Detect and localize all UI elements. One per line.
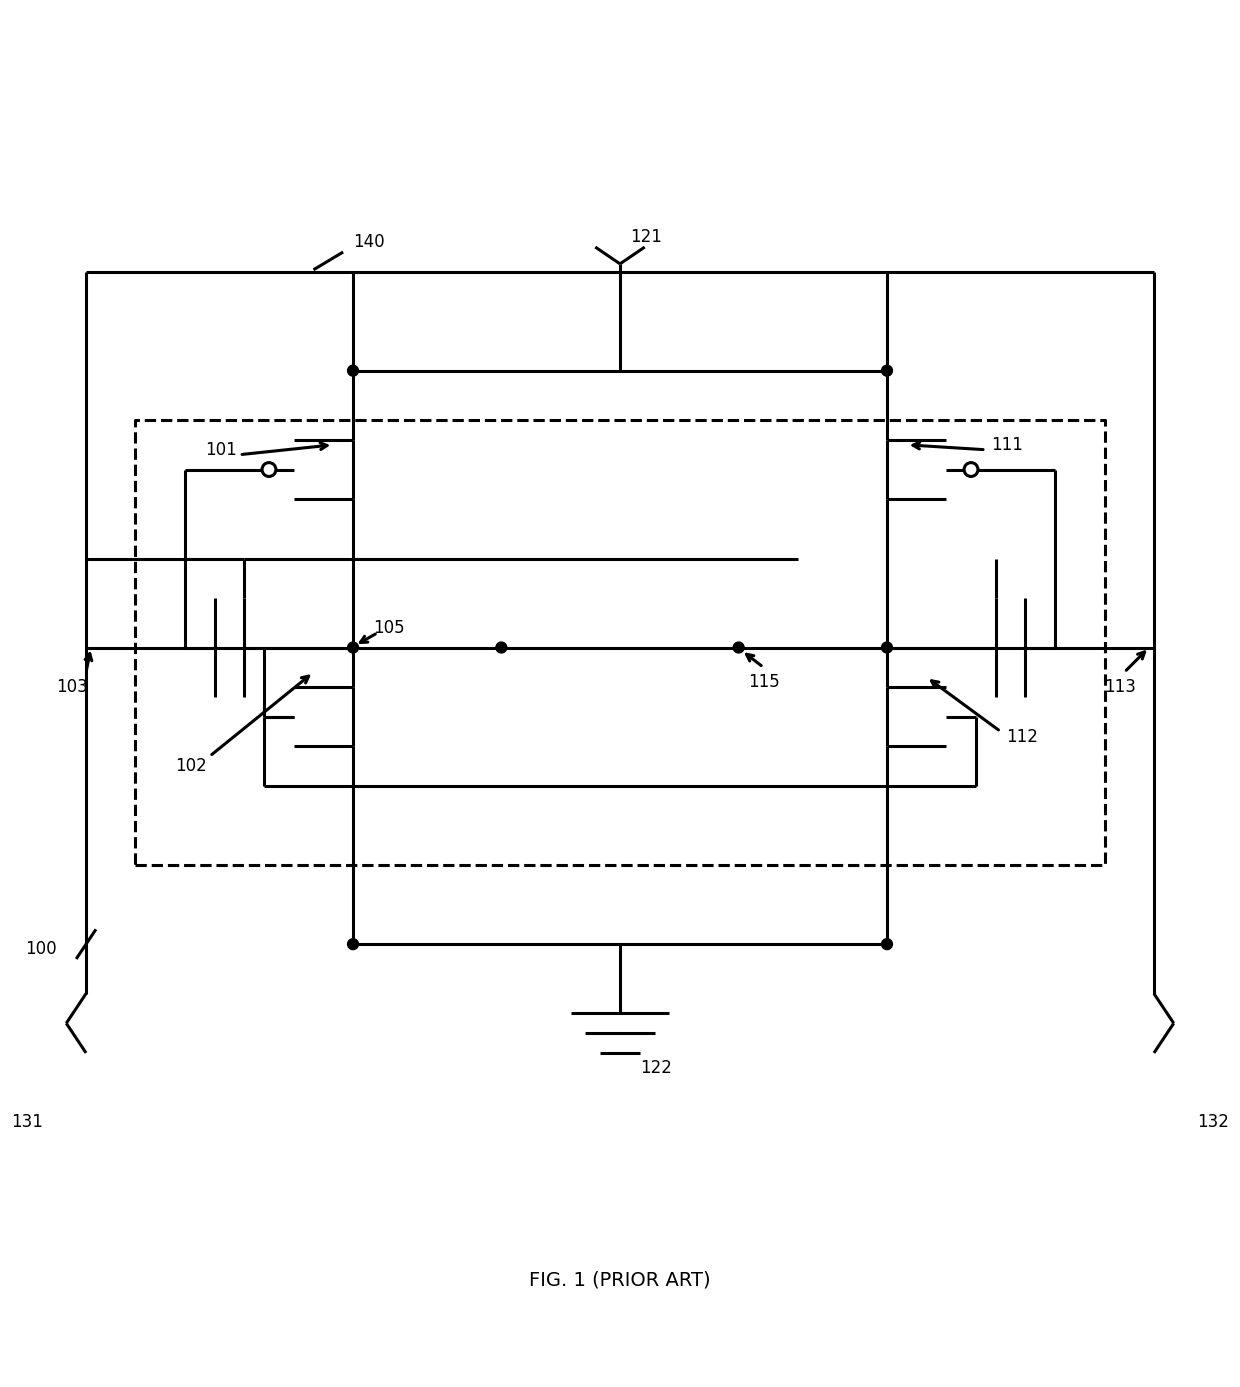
Text: 115: 115	[749, 673, 780, 691]
Text: 101: 101	[205, 441, 237, 459]
Text: 121: 121	[630, 229, 662, 245]
Text: 113: 113	[1105, 678, 1136, 696]
Circle shape	[496, 642, 507, 653]
Text: 102: 102	[175, 757, 207, 775]
Text: 132: 132	[1198, 1114, 1229, 1132]
Text: 122: 122	[640, 1058, 672, 1076]
Circle shape	[965, 463, 978, 477]
Text: 131: 131	[11, 1114, 42, 1132]
Circle shape	[882, 365, 893, 376]
Circle shape	[882, 939, 893, 950]
Circle shape	[347, 365, 358, 376]
Text: 112: 112	[1006, 728, 1038, 746]
Text: 103: 103	[56, 678, 88, 696]
Text: 140: 140	[353, 233, 384, 251]
Text: FIG. 1 (PRIOR ART): FIG. 1 (PRIOR ART)	[529, 1270, 711, 1290]
Circle shape	[262, 463, 275, 477]
Text: 111: 111	[991, 436, 1023, 454]
Circle shape	[733, 642, 744, 653]
Circle shape	[347, 939, 358, 950]
Circle shape	[347, 642, 358, 653]
Text: 100: 100	[25, 940, 56, 958]
Circle shape	[882, 642, 893, 653]
Text: 105: 105	[373, 619, 404, 637]
